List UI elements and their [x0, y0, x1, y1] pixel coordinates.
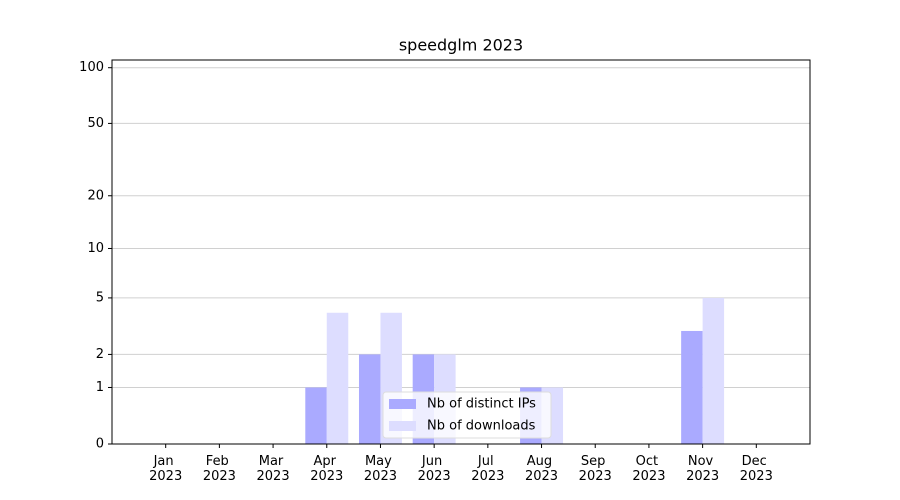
x-tick-label: Aug 2023 [525, 454, 558, 484]
bar [702, 297, 725, 444]
y-tick-label: 20 [87, 188, 104, 203]
y-tick-label: 50 [87, 116, 104, 131]
y-tick-label: 0 [96, 437, 104, 452]
chart-title: speedglm 2023 [399, 36, 523, 55]
x-tick-label: Jun 2023 [418, 454, 451, 484]
bar [305, 387, 327, 444]
x-tick-label: Dec 2023 [740, 454, 773, 484]
x-tick-label: Jan 2023 [149, 454, 182, 484]
x-tick-label: Feb 2023 [203, 454, 236, 484]
legend-swatch [389, 421, 416, 431]
y-tick-label: 2 [96, 347, 104, 362]
plot-frame [111, 59, 811, 445]
x-tick-label: Jul 2023 [471, 454, 504, 484]
x-tick-label: Nov 2023 [686, 454, 719, 484]
bar [358, 354, 381, 444]
x-tick-label: Sep 2023 [579, 454, 612, 484]
bar [681, 330, 703, 444]
legend-swatch [389, 399, 416, 409]
y-tick-label: 5 [96, 290, 104, 305]
x-tick-label: Mar 2023 [257, 454, 290, 484]
y-tick-label: 1 [96, 380, 104, 395]
bar [326, 312, 349, 444]
x-tick-label: Apr 2023 [310, 454, 343, 484]
y-tick-label: 100 [79, 60, 104, 75]
x-tick-label: Oct 2023 [632, 454, 665, 484]
x-tick-label: May 2023 [364, 454, 397, 484]
y-tick-label: 10 [87, 241, 104, 256]
legend-box [382, 391, 552, 439]
legend-label: Nb of downloads [427, 419, 536, 434]
legend-label: Nb of distinct IPs [427, 397, 536, 412]
